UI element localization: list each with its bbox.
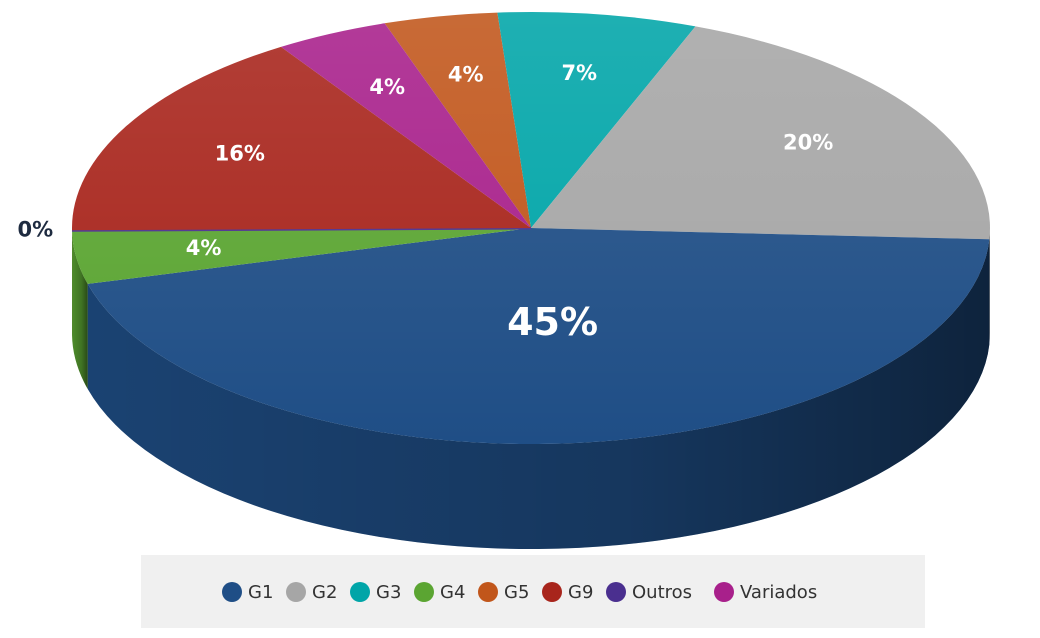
data-label: 4% — [186, 236, 222, 260]
legend-label: G5 — [504, 582, 529, 603]
data-label: 4% — [369, 75, 405, 99]
legend-label: G9 — [568, 582, 593, 603]
legend-label: Variados — [740, 582, 817, 603]
legend-swatch — [414, 582, 434, 602]
data-label: 4% — [448, 63, 484, 87]
legend-label: G4 — [440, 582, 465, 603]
legend-swatch — [350, 582, 370, 602]
data-label: 7% — [561, 61, 597, 85]
data-label: 0% — [17, 217, 53, 241]
legend-box — [141, 555, 925, 628]
data-label: 45% — [507, 300, 598, 344]
slice-side-shade — [87, 239, 990, 549]
legend-swatch — [542, 582, 562, 602]
data-label: 20% — [783, 130, 833, 154]
legend-swatch — [286, 582, 306, 602]
legend-swatch — [222, 582, 242, 602]
legend-swatch — [606, 582, 626, 602]
legend-swatch — [714, 582, 734, 602]
pie: 4% 7% 20% 45% 4% 0% 16% 4% — [17, 12, 990, 549]
legend-swatch — [478, 582, 498, 602]
slice-side-shade — [989, 228, 990, 345]
legend: G1 G2 G3 G4 G5 G9 Outros Variados — [222, 582, 817, 603]
legend-label: Outros — [632, 582, 692, 603]
legend-label: G2 — [312, 582, 337, 603]
legend-label: G1 — [248, 582, 273, 603]
legend-label: G3 — [376, 582, 401, 603]
data-label: 16% — [215, 142, 265, 166]
slice-side-shade — [72, 230, 88, 389]
gloss — [72, 12, 990, 444]
